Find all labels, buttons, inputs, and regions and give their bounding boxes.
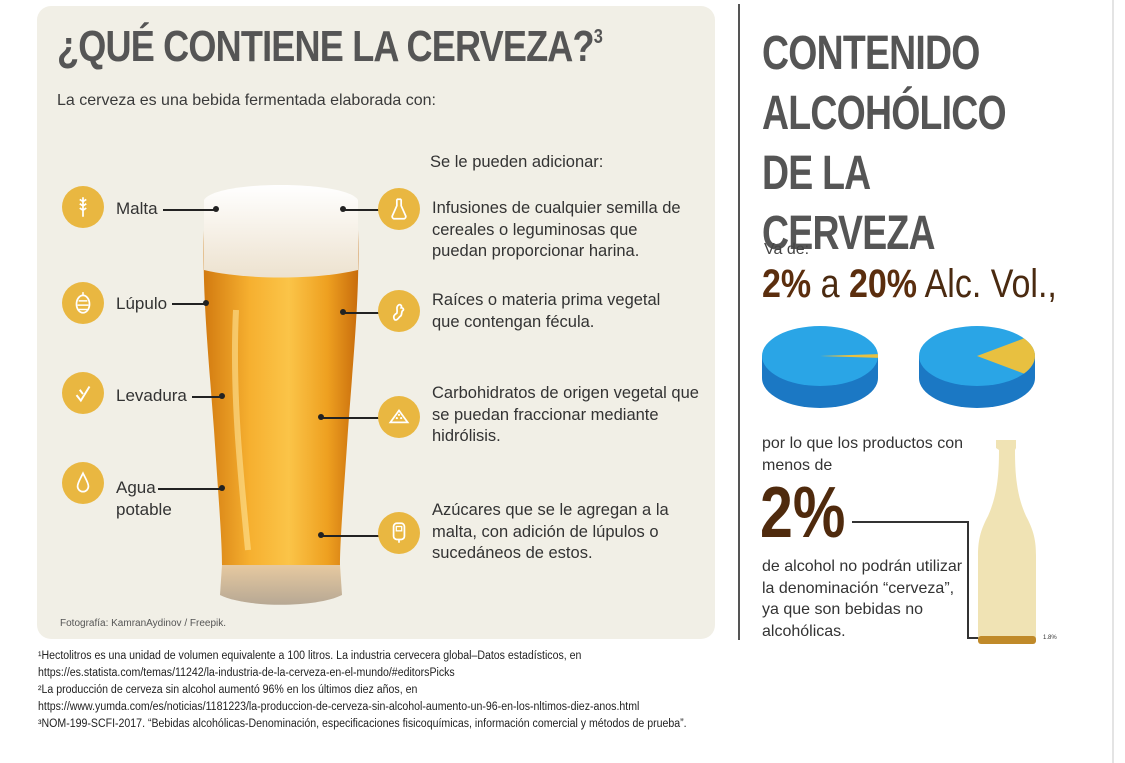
flask-icon <box>378 188 420 230</box>
connector-line <box>192 396 222 398</box>
subtitle: La cerveza es una bebida fermentada elab… <box>57 92 436 109</box>
addition-text-raices: Raíces o materia prima vegetal que conte… <box>432 291 661 331</box>
beer-bottle-illustration <box>978 440 1036 644</box>
panel-divider <box>738 4 740 640</box>
connector-line <box>852 521 968 523</box>
connector-line <box>343 209 379 211</box>
connector-dot <box>219 393 225 399</box>
big-threshold-value: 2% <box>760 473 846 553</box>
ingredient-label-malta: Malta <box>116 199 158 218</box>
ingredients-panel <box>37 6 715 639</box>
connector-line-vertical <box>967 521 969 638</box>
connector-dot <box>203 300 209 306</box>
connector-line <box>158 488 222 490</box>
range-connector: a <box>820 262 840 306</box>
glucometer-icon <box>378 512 420 554</box>
additions-heading: Se le pueden adicionar: <box>430 153 604 171</box>
footnote-1-link[interactable]: https://es.statista.com/temas/11242/la-i… <box>38 667 455 679</box>
range-intro: Va de: <box>764 241 810 258</box>
footnotes: ¹Hectolitros es una unidad de volumen eq… <box>38 648 1118 733</box>
addition-text-infusiones: Infusiones de cualquier semilla de cerea… <box>432 199 681 260</box>
water-drop-icon <box>62 462 104 504</box>
nonalcoholic-text-after: de alcohol no podrán utilizar la denomin… <box>762 558 963 640</box>
connector-line <box>172 303 206 305</box>
addition-text-azucares: Azúcares que se le agregan a la malta, c… <box>432 501 669 562</box>
range-max: 20% <box>848 262 918 306</box>
pie-chart-2-percent <box>762 326 878 408</box>
alcohol-range: 2% a 20% Alc. Vol., <box>762 262 1057 307</box>
alcohol-content-title: CONTENIDO ALCOHÓLICO DE LA CERVEZA <box>762 27 1007 260</box>
connector-line <box>967 637 981 639</box>
hop-icon <box>62 282 104 324</box>
connector-dot <box>213 206 219 212</box>
range-min: 2% <box>762 262 812 306</box>
footnote-1: ¹Hectolitros es una unidad de volumen eq… <box>38 650 582 662</box>
range-unit: Alc. Vol., <box>924 262 1057 306</box>
bread-icon <box>378 396 420 438</box>
connector-line <box>343 312 379 314</box>
connector-line <box>163 209 216 211</box>
pie-chart-20-percent <box>919 326 1035 408</box>
title-footnote-marker: 3 <box>593 26 603 48</box>
ingredient-label-lupulo: Lúpulo <box>116 294 168 313</box>
yeast-icon <box>62 372 104 414</box>
footnote-2-link[interactable]: https://www.yumda.com/es/noticias/118122… <box>38 701 640 713</box>
page-title: ¿QUÉ CONTIENE LA CERVEZA?3 <box>57 22 603 71</box>
page-edge <box>1112 0 1114 763</box>
bottle-percent-label: 1.8% <box>1043 635 1057 641</box>
pie-alcohol-slice <box>977 338 1035 374</box>
bottle-fill-level <box>978 636 1036 644</box>
wheat-icon <box>62 186 104 228</box>
pie-alcohol-slice <box>820 354 878 358</box>
connector-dot <box>219 485 225 491</box>
addition-text-carbohidratos: Carbohidratos de origen vegetal que se p… <box>432 384 699 445</box>
ginger-root-icon <box>378 290 420 332</box>
nonalcoholic-text-before: por lo que los productos con menos de <box>762 435 964 474</box>
ingredient-label-agua: Agua potable <box>116 478 172 519</box>
beer-glass-photo <box>203 185 359 605</box>
photo-credit: Fotografía: KamranAydinov / Freepik. <box>60 618 227 629</box>
bottle-body <box>978 440 1036 644</box>
footnote-3: ³NOM-199-SCFI-2017. “Bebidas alcohólicas… <box>38 718 687 730</box>
connector-line <box>321 417 379 419</box>
ingredient-label-levadura: Levadura <box>116 386 187 405</box>
footnote-2: ²La producción de cerveza sin alcohol au… <box>38 684 418 696</box>
connector-line <box>321 535 379 537</box>
